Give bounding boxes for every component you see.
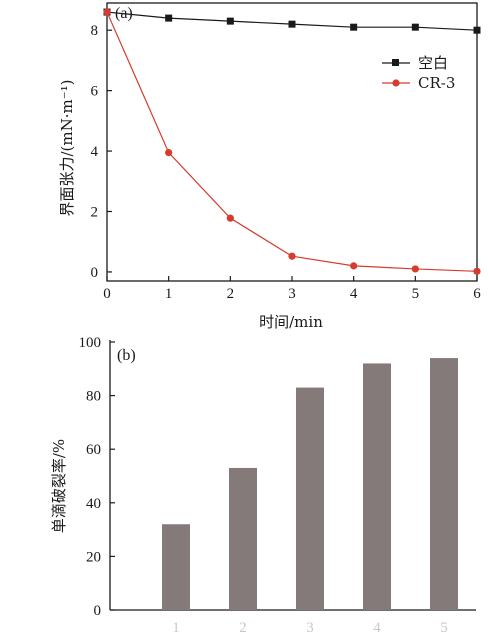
x-tick-label: 1 [172,620,180,633]
data-point-circle [288,252,296,260]
bar-2 [229,467,257,610]
y-axis-label: 单滴破裂率/% [50,439,68,533]
data-point-circle [473,267,481,275]
y-tick-label: 8 [91,23,99,39]
x-tick-label: 5 [412,286,420,302]
x-tick-label: 1 [165,286,173,302]
data-point-circle [103,8,111,16]
data-point-circle [411,265,419,273]
x-tick-label: 2 [239,620,247,633]
x-tick-label: 2 [227,286,235,302]
legend-label-blank: 空白 [418,54,448,72]
y-axis-ticks: 0 20 40 60 80 100 [79,335,115,619]
y-tick-label: 60 [86,442,101,458]
data-point-square [165,14,173,22]
bar-1 [162,524,190,610]
x-tick-label: 4 [373,620,381,633]
y-tick-label: 20 [86,549,101,565]
y-tick-label: 6 [91,84,99,100]
x-axis-ticks: 0 1 2 3 4 5 6 [103,276,481,302]
bar-5 [430,358,458,610]
data-point-square [226,17,234,25]
bar-4 [363,363,391,610]
y-tick-label: 0 [91,265,99,281]
data-point-circle [165,148,173,157]
legend: 空白 CR-3 [382,54,455,92]
x-tick-label: 3 [306,620,314,633]
x-tick-label: 3 [288,286,296,302]
legend-marker-cr3 [392,79,400,87]
series-line-2 [106,11,478,272]
x-axis-label: 时间/min [259,313,323,331]
data-point-square [411,23,419,31]
y-axis-ticks: 0 2 4 6 8 [91,23,112,281]
data-point-circle [226,214,234,222]
legend-marker-blank [392,59,399,66]
data-point-square [350,23,358,31]
legend-label-cr3: CR-3 [418,74,455,92]
data-point-square [473,26,481,34]
y-tick-label: 80 [86,389,101,405]
y-tick-label: 2 [91,205,99,221]
bar-chart-panel-b: (b) 0 20 40 60 80 100 1 2 3 4 5 单滴破裂率/% [50,335,476,633]
y-axis-label: 界面张力/(mN·m⁻¹) [58,79,76,216]
y-tick-label: 100 [79,335,102,351]
series-group [103,8,481,275]
bars-group [162,358,458,610]
x-axis-tick-labels: 1 2 3 4 5 [172,620,448,633]
panel-label-b: (b) [117,347,136,364]
y-tick-label: 4 [91,144,99,160]
data-point-circle [350,262,358,270]
x-tick-label: 4 [350,286,358,302]
y-tick-label: 40 [86,496,101,512]
y-tick-label: 0 [94,603,102,619]
plot-frame [106,2,478,282]
x-tick-label: 6 [473,286,481,302]
x-tick-label: 5 [440,620,448,633]
data-point-square [288,20,296,28]
x-tick-label: 0 [103,286,111,302]
bar-3 [296,387,324,610]
